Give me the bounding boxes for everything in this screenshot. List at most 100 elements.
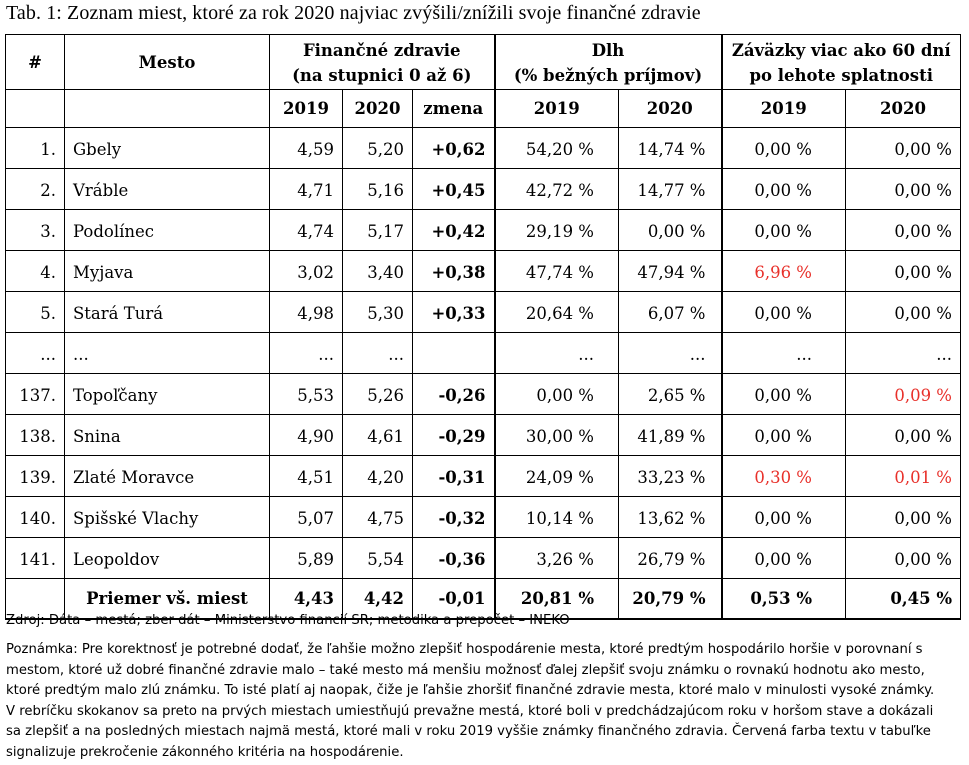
summary-num [5,578,65,620]
cell-debt-2019: 29,19 % [494,209,619,251]
cell-rank: 138. [5,414,65,456]
header-num: # [5,34,65,90]
cell-fz-2019: 5,53 [269,373,343,415]
cell-debt-2020: 2,65 % [618,373,723,415]
cell-fz-2019: 5,89 [269,537,343,579]
cell-fz-change [412,332,496,374]
cell-city: Topoľčany [64,373,270,415]
cell-rank: 137. [5,373,65,415]
cell-liab-2020: ... [845,332,961,374]
cell-fz-2020: 4,61 [342,414,413,456]
remark-line: V rebríčku skokanov sa preto na prvých m… [6,703,934,719]
cell-rank: ... [5,332,65,374]
table-row: 1. Gbely 4,59 5,20 +0,62 54,20 % 14,74 % 0,00 %… [5,127,961,169]
header-liab-2019: 2019 [721,89,846,128]
cell-city: ... [64,332,270,374]
header-fz-2019: 2019 [269,89,343,128]
cell-liab-2019: 0,00 % [721,168,846,210]
table-row: 3. Podolínec 4,74 5,17 +0,42 29,19 % 0,00 % 0,0… [5,209,961,251]
cell-fz-2019: 4,71 [269,168,343,210]
cell-city: Spišské Vlachy [64,496,270,538]
cell-city: Vráble [64,168,270,210]
summary-fz-2019: 4,43 [269,578,343,620]
summary-fz-change: -0,01 [412,578,496,620]
cell-liab-2020: 0,00 % [845,168,961,210]
cell-fz-change: -0,32 [412,496,496,538]
summary-row: Priemer vš. miest 4,43 4,42 -0,01 20,81 … [5,578,961,620]
cell-fz-change: -0,36 [412,537,496,579]
remark-line: ktoré predtým malo zlú známku. To isté p… [6,683,935,698]
remark-line: mestom, ktoré už dobré finančné zdravie … [6,662,925,678]
cell-liab-2020: 0,00 % [845,537,961,579]
remark-paragraph: Poznámka: Pre korektnosť je potrebné dod… [6,640,966,763]
cell-rank: 140. [5,496,65,538]
header-liab-2020: 2020 [845,89,961,128]
header-fz-change: zmena [412,89,496,128]
header-city: Mesto [64,34,270,90]
cell-fz-2020: ... [342,332,413,374]
table-caption: Tab. 1: Zoznam miest, ktoré za rok 2020 … [6,2,701,24]
summary-fz-2020: 4,42 [342,578,413,620]
table-row: 5. Stará Turá 4,98 5,30 +0,33 20,64 % 6,07 % 0,… [5,291,961,333]
header-empty-city [64,89,270,128]
cell-city: Leopoldov [64,537,270,579]
header-row-2: 2019 2020 zmena 2019 2020 2019 2020 [5,89,961,128]
cell-rank: 5. [5,291,65,333]
cell-fz-change: -0,26 [412,373,496,415]
source-note: Zdroj: Dáta – mestá; zber dát – Minister… [6,613,570,628]
cell-city: Stará Turá [64,291,270,333]
cell-fz-change: +0,38 [412,250,496,292]
cell-debt-2019: ... [494,332,619,374]
header-financial-health-line2: (na stupnici 0 až 6) [292,65,472,85]
cell-fz-2019: 4,98 [269,291,343,333]
cell-rank: 141. [5,537,65,579]
header-debt: Dlh (% bežných príjmov) [494,34,723,90]
cell-debt-2019: 10,14 % [494,496,619,538]
cell-liab-2019: 0,30 % [721,455,846,497]
cell-rank: 1. [5,127,65,169]
cell-city: Podolínec [64,209,270,251]
cell-debt-2019: 20,64 % [494,291,619,333]
cell-liab-2020: 0,00 % [845,291,961,333]
cell-fz-2020: 5,16 [342,168,413,210]
cell-liab-2020: 0,00 % [845,414,961,456]
table-row: 137. Topoľčany 5,53 5,26 -0,26 0,00 % 2,65 % 0,… [5,373,961,415]
cell-liab-2020: 0,00 % [845,127,961,169]
cell-debt-2019: 42,72 % [494,168,619,210]
cell-city: Zlaté Moravce [64,455,270,497]
header-debt-line1: Dlh [591,40,625,60]
cell-fz-2020: 5,20 [342,127,413,169]
cell-liab-2020: 0,00 % [845,209,961,251]
cell-fz-change: +0,33 [412,291,496,333]
table-row: 4. Myjava 3,02 3,40 +0,38 47,74 % 47,94 % 6,96 … [5,250,961,292]
cell-fz-2020: 5,30 [342,291,413,333]
cell-rank: 2. [5,168,65,210]
cell-fz-change: -0,29 [412,414,496,456]
summary-liab-2020: 0,45 % [845,578,961,620]
summary-debt-2020: 20,79 % [618,578,723,620]
cell-fz-2019: 4,59 [269,127,343,169]
cell-fz-2019: 4,51 [269,455,343,497]
cell-fz-2020: 5,26 [342,373,413,415]
cell-debt-2020: 41,89 % [618,414,723,456]
table-row: ........................ [5,332,961,374]
summary-liab-2019: 0,53 % [721,578,846,620]
cell-fz-2020: 5,54 [342,537,413,579]
table-row: 140. Spišské Vlachy 5,07 4,75 -0,32 10,14 % 13… [5,496,961,538]
cell-debt-2019: 47,74 % [494,250,619,292]
cell-fz-2020: 5,17 [342,209,413,251]
cell-debt-2020: 14,74 % [618,127,723,169]
cell-debt-2019: 24,09 % [494,455,619,497]
cell-liab-2020: 0,00 % [845,250,961,292]
cell-debt-2020: 47,94 % [618,250,723,292]
header-empty-num [5,89,65,128]
cell-debt-2019: 30,00 % [494,414,619,456]
table-row: 138. Snina 4,90 4,61 -0,29 30,00 % 41,89 % 0,00… [5,414,961,456]
remark-line: Poznámka: Pre korektnosť je potrebné dod… [6,642,923,657]
cell-debt-2020: 0,00 % [618,209,723,251]
cell-liab-2019: 6,96 % [721,250,846,292]
header-debt-2020: 2020 [618,89,723,128]
cell-liab-2019: 0,00 % [721,414,846,456]
cell-fz-change: +0,42 [412,209,496,251]
summary-label: Priemer vš. miest [64,578,270,620]
